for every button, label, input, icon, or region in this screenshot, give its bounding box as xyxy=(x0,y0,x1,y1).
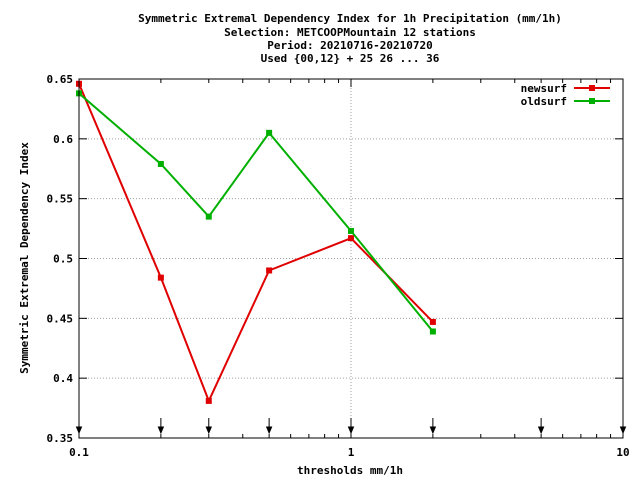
y-tick-label: 0.65 xyxy=(47,73,74,86)
legend-marker-oldsurf xyxy=(589,98,595,104)
title-line-1: Symmetric Extremal Dependency Index for … xyxy=(138,12,562,25)
data-point-oldsurf xyxy=(205,213,212,220)
x-tick-label: 1 xyxy=(348,446,355,459)
data-point-newsurf xyxy=(205,397,212,404)
y-tick-label: 0.35 xyxy=(47,432,74,445)
series-line-newsurf xyxy=(78,83,434,404)
y-axis-label: Symmetric Extremal Dependency Index xyxy=(18,142,31,374)
data-point-oldsurf xyxy=(266,129,273,136)
legend-marker-newsurf xyxy=(589,85,595,91)
data-point-newsurf xyxy=(429,318,436,325)
series-line-oldsurf xyxy=(78,92,434,333)
y-tick-label: 0.5 xyxy=(53,253,73,266)
data-point-oldsurf xyxy=(429,328,436,335)
title-line-4: Used {00,12} + 25 26 ... 36 xyxy=(261,52,440,65)
threshold-markers xyxy=(75,418,627,435)
threshold-marker-arrow xyxy=(347,426,355,435)
title-line-3: Period: 20210716-20210720 xyxy=(267,39,433,52)
y-tick-label: 0.45 xyxy=(47,312,74,325)
grid xyxy=(79,79,623,438)
plot-frame xyxy=(78,78,624,439)
chart-title: Symmetric Extremal Dependency Index for … xyxy=(138,12,562,65)
data-point-newsurf xyxy=(348,235,354,242)
y-tick-label: 0.4 xyxy=(53,372,73,385)
x-axis-label: thresholds mm/1h xyxy=(297,464,403,477)
legend-label-newsurf: newsurf xyxy=(521,82,567,95)
x-tick-label: 10 xyxy=(616,446,629,459)
x-tick-labels: 0.1 1 10 xyxy=(69,446,630,459)
threshold-marker-arrow xyxy=(205,426,213,435)
title-line-2: Selection: METCOOPMountain 12 stations xyxy=(224,26,476,39)
x-tick-label: 0.1 xyxy=(69,446,89,459)
threshold-marker-arrow xyxy=(265,426,273,435)
threshold-marker-arrow xyxy=(537,426,545,435)
y-tick-labels: 0.35 0.4 0.45 0.5 0.55 0.6 0.65 xyxy=(47,73,74,445)
data-point-newsurf xyxy=(266,267,273,274)
data-series xyxy=(76,80,436,404)
threshold-marker-arrow xyxy=(157,426,165,435)
data-point-newsurf xyxy=(157,274,164,281)
legend-label-oldsurf: oldsurf xyxy=(521,95,567,108)
y-tick-label: 0.6 xyxy=(53,133,73,146)
data-point-oldsurf xyxy=(348,227,354,234)
data-point-oldsurf xyxy=(157,160,164,167)
threshold-marker-arrow xyxy=(429,426,437,435)
y-tick-label: 0.55 xyxy=(47,193,74,206)
